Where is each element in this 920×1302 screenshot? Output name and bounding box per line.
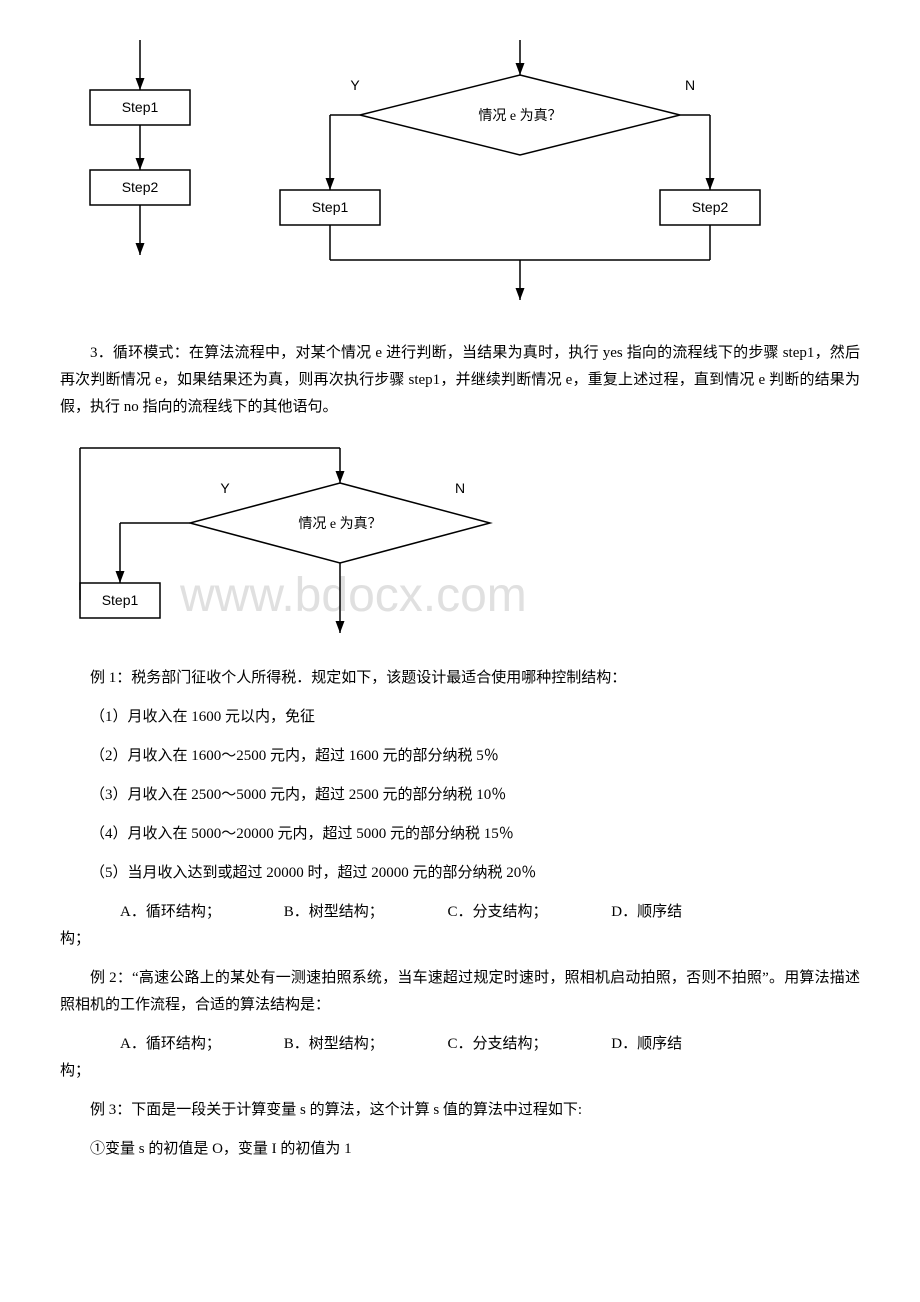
decision-diagram: 情况 e 为真？ Y N Step1 Step2 [260, 40, 780, 310]
ex1-options: A．循环结构； B．树型结构； C．分支结构； D．顺序结 构； [60, 899, 860, 953]
option-a: A．循环结构； [90, 899, 250, 926]
document-body: Step1 Step2 情况 e 为真？ [60, 40, 860, 1163]
decision-n-label: N [685, 77, 695, 93]
option-d-suffix-2: 构； [60, 1058, 860, 1085]
decision-y-label: Y [350, 77, 360, 93]
diagram-row-1: Step1 Step2 情况 e 为真？ [60, 40, 860, 310]
loop-diagram-container: www.bdocx.com 情况 e 为真？ Y N Step1 [60, 433, 860, 653]
decision-condition-label: 情况 e 为真？ [478, 108, 561, 124]
para-loop-description: 3．循环模式：在算法流程中，对某个情况 e 进行判断，当结果为真时，执行 yes… [60, 340, 860, 421]
option-d-prefix: D．顺序结 [581, 899, 682, 926]
ex1-item-3: （3）月收入在 2500～5000 元内，超过 2500 元的部分纳税 10％ [60, 782, 860, 809]
loop-step1-label: Step1 [102, 592, 139, 608]
option-c: C．分支结构； [418, 899, 578, 926]
loop-y-label: Y [220, 480, 230, 496]
ex1-item-5: （5）当月收入达到或超过 20000 时，超过 20000 元的部分纳税 20％ [60, 860, 860, 887]
option-b-2: B．树型结构； [254, 1031, 414, 1058]
ex1-item-4: （4）月收入在 5000～20000 元内，超过 5000 元的部分纳税 15％ [60, 821, 860, 848]
option-d-prefix-2: D．顺序结 [581, 1031, 682, 1058]
ex2-options: A．循环结构； B．树型结构； C．分支结构； D．顺序结 构； [60, 1031, 860, 1085]
option-b: B．树型结构； [254, 899, 414, 926]
loop-diagram: 情况 e 为真？ Y N Step1 [60, 433, 580, 653]
ex1-item-1: （1）月收入在 1600 元以内，免征 [60, 704, 860, 731]
decision-step2-label: Step2 [692, 199, 729, 215]
loop-n-label: N [455, 480, 465, 496]
option-d-suffix: 构； [60, 926, 860, 953]
ex2-intro: 例 2：“高速公路上的某处有一测速拍照系统，当车速超过规定时速时，照相机启动拍照… [60, 965, 860, 1019]
seq-step2-label: Step2 [122, 179, 159, 195]
sequence-diagram: Step1 Step2 [60, 40, 220, 290]
ex1-intro: 例 1：税务部门征收个人所得税．规定如下，该题设计最适合使用哪种控制结构： [60, 665, 860, 692]
loop-condition-label: 情况 e 为真？ [298, 516, 381, 532]
option-c-2: C．分支结构； [418, 1031, 578, 1058]
seq-step1-label: Step1 [122, 99, 159, 115]
ex3-item-1: ①变量 s 的初值是 O，变量 I 的初值为 1 [60, 1136, 860, 1163]
option-a-2: A．循环结构； [90, 1031, 250, 1058]
ex1-item-2: （2）月收入在 1600～2500 元内，超过 1600 元的部分纳税 5％ [60, 743, 860, 770]
decision-step1-label: Step1 [312, 199, 349, 215]
ex3-intro: 例 3：下面是一段关于计算变量 s 的算法，这个计算 s 值的算法中过程如下: [60, 1097, 860, 1124]
